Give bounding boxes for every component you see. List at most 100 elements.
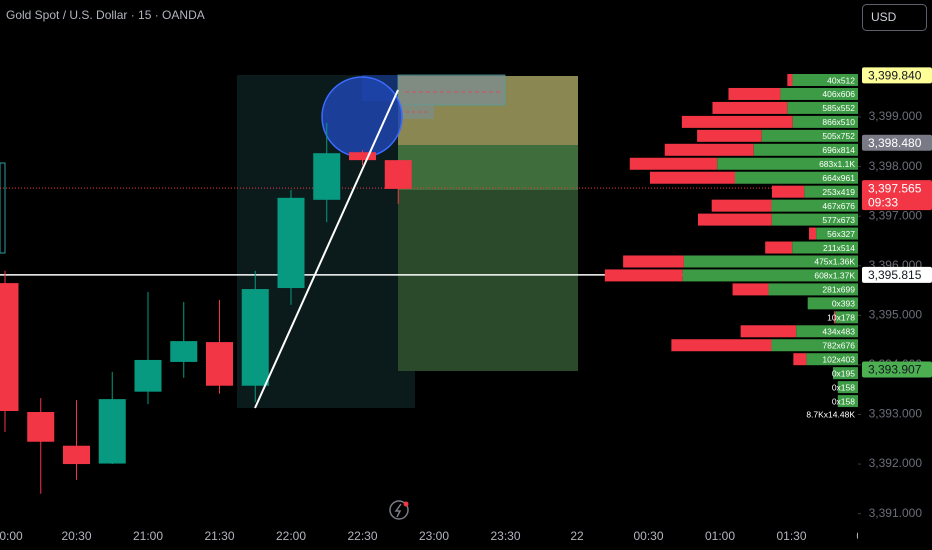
row-label: 782x676 — [822, 340, 855, 350]
ask-bar — [792, 74, 858, 86]
bid-bar — [650, 171, 735, 184]
price-label: 3,397.565 — [868, 181, 922, 195]
x-tick-label: 01:30 — [776, 529, 806, 543]
row-label: 475x1.36K — [814, 257, 855, 267]
x-tick-label: 23:30 — [490, 529, 520, 543]
x-tick-label: 22:30 — [347, 529, 377, 543]
price-label: 3,399.840 — [868, 69, 922, 83]
candle-body — [134, 359, 162, 392]
bid-bar — [712, 101, 788, 114]
bid-bar — [604, 269, 683, 282]
icon-dot[interactable] — [403, 501, 409, 507]
bid-bar — [671, 339, 772, 352]
candle-body — [170, 341, 198, 362]
profile-total: 8.7Kx14.48K — [806, 409, 855, 419]
bid-bar — [833, 311, 836, 324]
bid-bar — [681, 115, 793, 128]
row-label: 866x510 — [822, 117, 855, 127]
ask-bar — [717, 157, 858, 170]
currency-label[interactable]: USD — [871, 10, 897, 24]
price-label: 3,398.480 — [868, 136, 922, 150]
bid-bar — [765, 241, 793, 254]
candles — [0, 122, 412, 494]
currency-button[interactable] — [862, 4, 927, 31]
ask-bar — [768, 283, 858, 296]
x-tick-label: 01:00 — [705, 529, 735, 543]
candle-body — [98, 399, 126, 464]
replay-icon[interactable] — [389, 500, 409, 520]
x-tick-label: 21:30 — [204, 529, 234, 543]
price-label-box — [862, 361, 932, 378]
x-tick-label: 00:30 — [633, 529, 663, 543]
profit-zone — [398, 190, 578, 371]
ask-bar — [804, 185, 858, 198]
ask-bar — [787, 101, 858, 114]
row-label: 434x483 — [822, 327, 855, 337]
ask-bar — [806, 353, 858, 366]
bid-bar — [787, 74, 793, 86]
info-box — [397, 74, 506, 106]
ask-bar — [771, 213, 858, 226]
candle-body — [313, 153, 341, 200]
ask-bar — [816, 227, 858, 240]
row-label: 211x514 — [823, 243, 855, 253]
row-label: 0x158 — [832, 382, 855, 392]
ask-bar — [771, 339, 858, 352]
row-label: 467x676 — [822, 201, 855, 211]
price-label: 3,393.907 — [868, 363, 922, 377]
price-axis: 3,399.0003,398.0003,397.0003,396.0003,39… — [858, 0, 932, 550]
ask-bar — [682, 269, 858, 282]
ask-bar — [761, 129, 858, 142]
ask-bar — [835, 311, 858, 324]
icon-ring[interactable] — [389, 500, 409, 520]
row-label: 406x606 — [822, 89, 855, 99]
y-tick-label: 3,392.000 — [869, 456, 923, 470]
price-label-box — [862, 134, 932, 151]
ask-bar — [753, 143, 858, 156]
ask-bar — [792, 115, 858, 128]
bid-bar — [740, 325, 797, 338]
row-label: 10x178 — [827, 313, 855, 323]
bid-bar — [771, 185, 805, 198]
x-tick-label: 21:00 — [133, 529, 163, 543]
y-tick-label: 3,391.000 — [869, 506, 923, 520]
left-box — [0, 162, 6, 254]
candle-body — [241, 289, 269, 386]
candle-body — [206, 342, 233, 386]
price-label: 3,395.815 — [868, 268, 922, 282]
bid-bar — [793, 353, 807, 366]
candle-body — [27, 412, 55, 442]
ask-bar — [792, 241, 858, 254]
ask-bar — [771, 199, 858, 212]
x-tick-label: 0:00 — [0, 529, 23, 543]
ask-bar — [833, 367, 858, 380]
volume-profile: 40x512 406x606 585x552 866x510 505x752 696x81… — [604, 74, 858, 419]
candle-body — [277, 197, 305, 289]
bid-bar — [732, 283, 769, 296]
row-label: 577x673 — [822, 215, 855, 225]
drawings — [0, 74, 578, 408]
bid-bar — [711, 199, 772, 212]
bid-bar — [629, 157, 718, 170]
row-label: 102x403 — [822, 354, 855, 364]
bid-bar — [808, 227, 817, 240]
row-label: 608x1.37K — [814, 271, 855, 281]
row-label: 0x195 — [832, 368, 855, 378]
ask-bar — [796, 325, 858, 338]
y-tick-label: 3,395.000 — [869, 307, 923, 321]
price-label-box — [862, 67, 932, 84]
bid-bar — [664, 143, 754, 156]
countdown: 09:33 — [868, 195, 898, 209]
bid-bar — [697, 129, 762, 142]
ask-bar — [807, 297, 858, 310]
bid-bar — [698, 213, 772, 226]
candle-body — [384, 160, 412, 189]
icon-bolt[interactable] — [394, 503, 402, 518]
trend-line — [254, 89, 399, 409]
ask-bar — [734, 171, 858, 184]
x-tick-label: 23:00 — [419, 529, 449, 543]
ask-bar — [683, 255, 858, 268]
ask-bar — [837, 381, 858, 394]
y-tick-label: 3,397.000 — [869, 208, 923, 222]
